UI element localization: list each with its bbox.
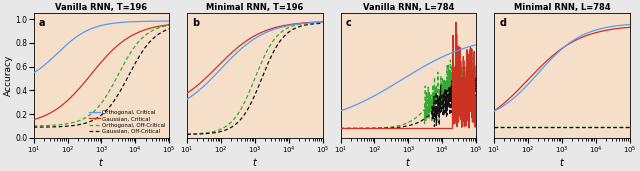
Title: Minimal RNN, T=196: Minimal RNN, T=196 <box>206 3 303 12</box>
X-axis label: $t$: $t$ <box>252 156 258 168</box>
X-axis label: $t$: $t$ <box>559 156 565 168</box>
Title: Vanilla RNN, T=196: Vanilla RNN, T=196 <box>56 3 147 12</box>
Text: b: b <box>193 18 200 28</box>
Legend: Orthogonal, Critical, Gaussian, Critical, Orthogonal, Off-Critical, Gaussian, Of: Orthogonal, Critical, Gaussian, Critical… <box>88 109 166 135</box>
X-axis label: $t$: $t$ <box>99 156 104 168</box>
Text: c: c <box>346 18 352 28</box>
Title: Vanilla RNN, L=784: Vanilla RNN, L=784 <box>363 3 454 12</box>
Title: Minimal RNN, L=784: Minimal RNN, L=784 <box>513 3 610 12</box>
X-axis label: $t$: $t$ <box>405 156 412 168</box>
Y-axis label: Accuracy: Accuracy <box>3 55 12 96</box>
Text: a: a <box>39 18 45 28</box>
Text: d: d <box>499 18 506 28</box>
